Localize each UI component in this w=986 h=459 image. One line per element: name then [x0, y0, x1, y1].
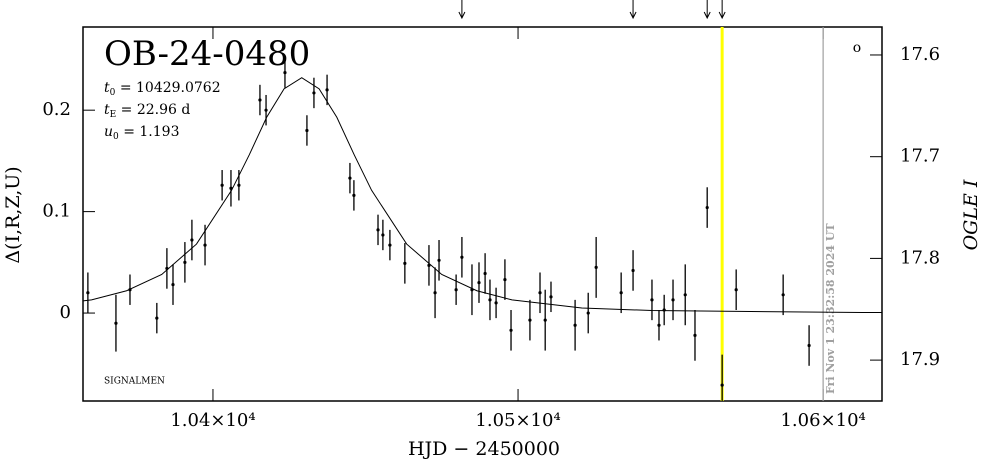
timestamp: Fri Nov 1 23:32:58 2024 UT	[824, 223, 837, 394]
parameter-subscript: 0	[110, 88, 116, 98]
data-point	[720, 383, 724, 387]
data-point	[388, 243, 392, 247]
data-point	[203, 243, 207, 247]
data-point	[155, 316, 159, 320]
data-point	[477, 281, 481, 285]
data-point	[305, 128, 309, 133]
parameter-value: = 10429.0762	[115, 80, 220, 96]
data-point	[705, 205, 709, 210]
data-point	[454, 288, 458, 292]
data-point	[437, 258, 441, 262]
y2-tick-label: 17.8	[900, 247, 940, 268]
y2-axis-label: OGLE I	[960, 179, 982, 250]
data-point	[734, 288, 738, 292]
data-point	[433, 291, 437, 295]
data-point	[237, 183, 241, 187]
y2-tick-label: 17.7	[900, 146, 940, 167]
arrow	[629, 0, 637, 20]
data-point	[781, 293, 785, 297]
data-point	[312, 91, 316, 95]
y2-tick-label: 17.9	[900, 349, 940, 370]
x-tick-label: 1.05×10⁴	[475, 410, 560, 431]
y-axis-label: Δ(I,R,Z,U)	[2, 166, 24, 263]
parameter: t0 = 10429.0762	[104, 80, 221, 98]
data-point	[619, 291, 623, 295]
data-point	[586, 311, 590, 315]
data-point	[403, 261, 407, 265]
data-point	[264, 108, 268, 112]
data-point	[594, 265, 598, 270]
data-point	[258, 98, 262, 102]
y-tick-label: 0.2	[42, 99, 71, 120]
data-point	[171, 283, 175, 287]
parameter-symbol: t	[104, 102, 110, 118]
data-point	[381, 233, 385, 237]
data-point	[549, 295, 553, 299]
data-point	[114, 321, 118, 325]
data-point	[283, 71, 287, 75]
parameter-subscript: 0	[113, 132, 119, 142]
data-point	[220, 183, 224, 187]
parameter: u0 = 1.193	[104, 124, 179, 142]
data-point	[190, 238, 194, 242]
arrow	[703, 0, 711, 20]
x-tick-label: 1.04×10⁴	[170, 410, 255, 431]
parameter-value: = 1.193	[119, 124, 180, 140]
data-point	[86, 291, 90, 295]
corner-symbol: o	[853, 40, 861, 56]
y2-tick-label: 17.6	[900, 44, 940, 65]
data-point	[488, 298, 492, 302]
plot-frame	[82, 26, 883, 402]
arrow	[458, 0, 466, 20]
data-point	[483, 271, 487, 276]
data-point	[460, 255, 464, 259]
parameter: tE = 22.96 d	[104, 102, 190, 120]
data-point	[352, 193, 356, 197]
data-point	[657, 323, 661, 327]
arrow	[718, 0, 726, 20]
data-point	[494, 301, 498, 305]
data-point	[573, 323, 577, 327]
data-point	[807, 343, 811, 348]
data-point	[183, 260, 187, 264]
data-point	[671, 298, 675, 302]
data-point	[325, 88, 329, 92]
parameter-subscript: E	[110, 110, 117, 120]
chart-title: OB-24-0480	[104, 34, 310, 74]
data-point	[693, 333, 697, 337]
parameter-symbol: u	[104, 124, 113, 140]
data-point	[528, 318, 532, 322]
model-curve	[83, 77, 882, 314]
footnote: SIGNALMEN	[104, 377, 165, 387]
data-point	[650, 298, 654, 302]
x-axis-label: HJD − 2450000	[408, 438, 560, 459]
parameter-symbol: t	[104, 80, 110, 96]
data-point	[538, 291, 542, 295]
y-tick-label: 0.1	[42, 201, 71, 222]
y-tick-label: 0	[60, 302, 71, 323]
data-point	[631, 268, 635, 273]
data-point	[543, 318, 547, 322]
parameter-value: = 22.96 d	[116, 102, 190, 118]
x-tick-label: 1.06×10⁴	[780, 410, 865, 431]
data-point	[503, 277, 507, 282]
data-point	[683, 293, 687, 297]
data-point	[348, 176, 352, 180]
data-point	[376, 228, 380, 232]
data-point	[509, 328, 513, 332]
